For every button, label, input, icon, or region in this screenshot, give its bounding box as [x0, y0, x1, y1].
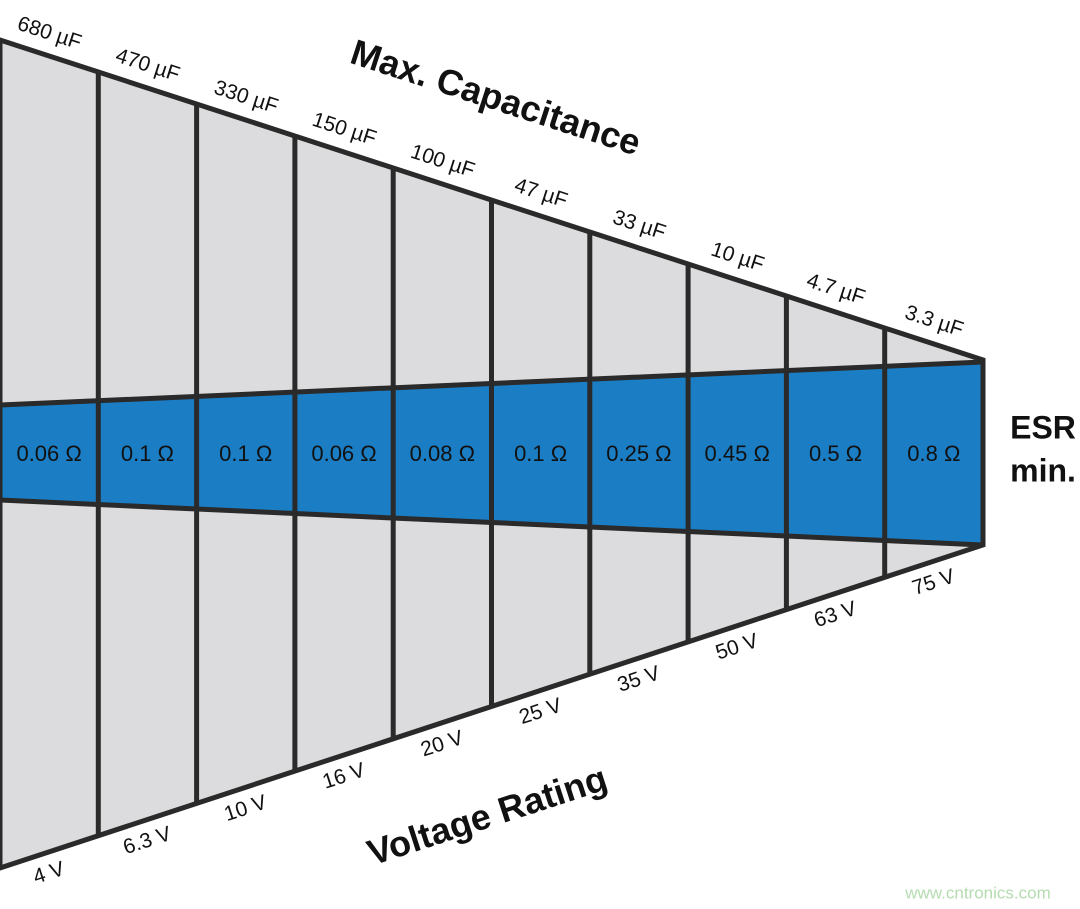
- capacitance-label: 33 µF: [610, 206, 669, 245]
- voltage-label: 75 V: [909, 565, 957, 600]
- voltage-label: 25 V: [516, 694, 564, 729]
- voltage-label: 63 V: [811, 597, 859, 632]
- esr-label: 0.06 Ω: [16, 441, 81, 466]
- esr-label: 0.06 Ω: [311, 441, 376, 466]
- voltage-label: 4 V: [30, 857, 67, 889]
- esr-label: 0.08 Ω: [410, 441, 475, 466]
- esr-label: 0.25 Ω: [606, 441, 671, 466]
- esr-label: 0.1 Ω: [514, 441, 567, 466]
- voltage-label: 20 V: [418, 726, 466, 761]
- voltage-label: 10 V: [221, 791, 269, 826]
- bottom-title: Voltage Rating: [362, 757, 612, 873]
- watermark: www.cntronics.com: [904, 883, 1050, 902]
- esr-label: 0.1 Ω: [121, 441, 174, 466]
- capacitance-label: 47 µF: [512, 174, 571, 213]
- voltage-label: 35 V: [615, 662, 663, 697]
- band-top-edge: [0, 359, 984, 408]
- top-title: Max. Capacitance: [346, 31, 646, 163]
- side-label: ESR: [1010, 409, 1076, 445]
- esr-label: 0.45 Ω: [705, 441, 770, 466]
- capacitance-label: 10 µF: [708, 238, 767, 277]
- esr-label: 0.1 Ω: [219, 441, 272, 466]
- band-bottom-edge: [0, 497, 984, 548]
- voltage-label: 16 V: [320, 758, 368, 793]
- wedge-outline: [0, 37, 986, 871]
- esr-label: 0.8 Ω: [907, 441, 960, 466]
- voltage-label: 50 V: [713, 629, 761, 664]
- dividers: [95, 72, 888, 836]
- esr-label: 0.5 Ω: [809, 441, 862, 466]
- side-label: min.: [1010, 452, 1076, 488]
